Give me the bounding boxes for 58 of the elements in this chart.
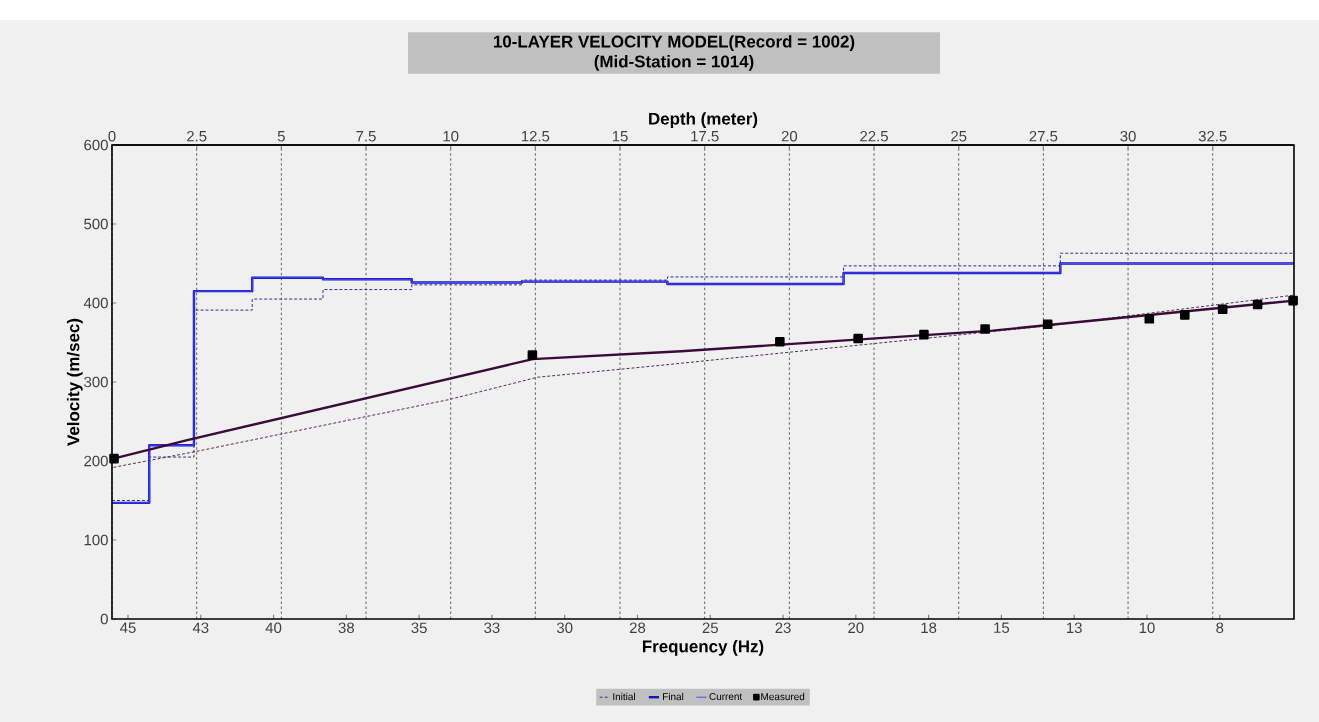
point	[109, 453, 119, 464]
x-tick-label: 45	[120, 622, 136, 633]
y-tick-label: 500	[84, 218, 108, 230]
x-axis-title: Frequency (Hz)	[642, 639, 764, 656]
x-tick-label: 43	[192, 622, 209, 634]
point	[980, 324, 990, 334]
y-tick-label: 0	[100, 613, 108, 625]
x2-tick-label: 12.5	[521, 130, 550, 142]
point	[1288, 295, 1298, 306]
x-tick-label: 8	[1216, 622, 1224, 634]
point	[919, 329, 929, 340]
legend-label: Initial	[613, 692, 635, 701]
x2-axis-title: Depth (meter)	[649, 112, 758, 129]
x2-tick-label: 22.5	[860, 130, 888, 142]
y-tick-label: 400	[83, 297, 108, 309]
x2-tick-label: 5	[277, 131, 285, 142]
x2-tick-label: 25	[951, 130, 967, 142]
legend-label: Final	[663, 692, 684, 701]
chart-title: 10-LAYER VELOCITY MODEL(Record = 1002)	[493, 35, 855, 51]
y-tick-label: 300	[84, 376, 108, 388]
x2-tick-label: 27.5	[1029, 130, 1058, 142]
y-tick-label: 600	[84, 139, 108, 151]
x-tick-label: 15	[994, 622, 1010, 633]
legend-label: Measured	[761, 692, 805, 701]
x-tick-label: 13	[1067, 622, 1082, 634]
point	[527, 350, 538, 360]
legend-label: Current	[709, 692, 743, 701]
x2-tick-label: 20	[781, 130, 798, 142]
point	[1252, 299, 1263, 310]
x2-tick-label: 30	[1120, 130, 1136, 142]
x-tick-label: 25	[702, 622, 718, 634]
chart-subtitle: (Mid-Station = 1014)	[594, 55, 754, 71]
x-tick-label: 38	[338, 622, 354, 634]
x2-tick-label: 7.5	[356, 131, 376, 142]
point	[1144, 314, 1155, 324]
x2-tick-label: 17.5	[691, 131, 719, 142]
x-tick-label: 18	[921, 622, 937, 634]
y-tick-label: 100	[84, 534, 108, 546]
y-axis-title: Velocity (m/sec)	[66, 318, 83, 446]
y-tick-label: 200	[84, 455, 108, 467]
x-tick-label: 28	[629, 622, 646, 634]
x2-tick-label: 10	[443, 130, 459, 142]
x-tick-label: 35	[411, 622, 427, 634]
point	[853, 333, 863, 344]
point	[1180, 310, 1190, 320]
x2-tick-label: 0	[108, 130, 116, 142]
point	[1217, 304, 1228, 315]
x2-tick-label: 32.5	[1198, 130, 1227, 142]
x2-tick-label: 15	[612, 131, 628, 142]
x-tick-label: 30	[556, 622, 573, 634]
x-tick-label: 20	[848, 622, 864, 634]
x-tick-label: 23	[775, 622, 791, 634]
point	[1042, 319, 1053, 330]
x-tick-label: 40	[265, 622, 282, 634]
x-tick-label: 33	[484, 622, 500, 634]
x2-tick-label: 2.5	[187, 130, 207, 142]
point	[775, 336, 785, 347]
x-tick-label: 10	[1139, 622, 1155, 634]
